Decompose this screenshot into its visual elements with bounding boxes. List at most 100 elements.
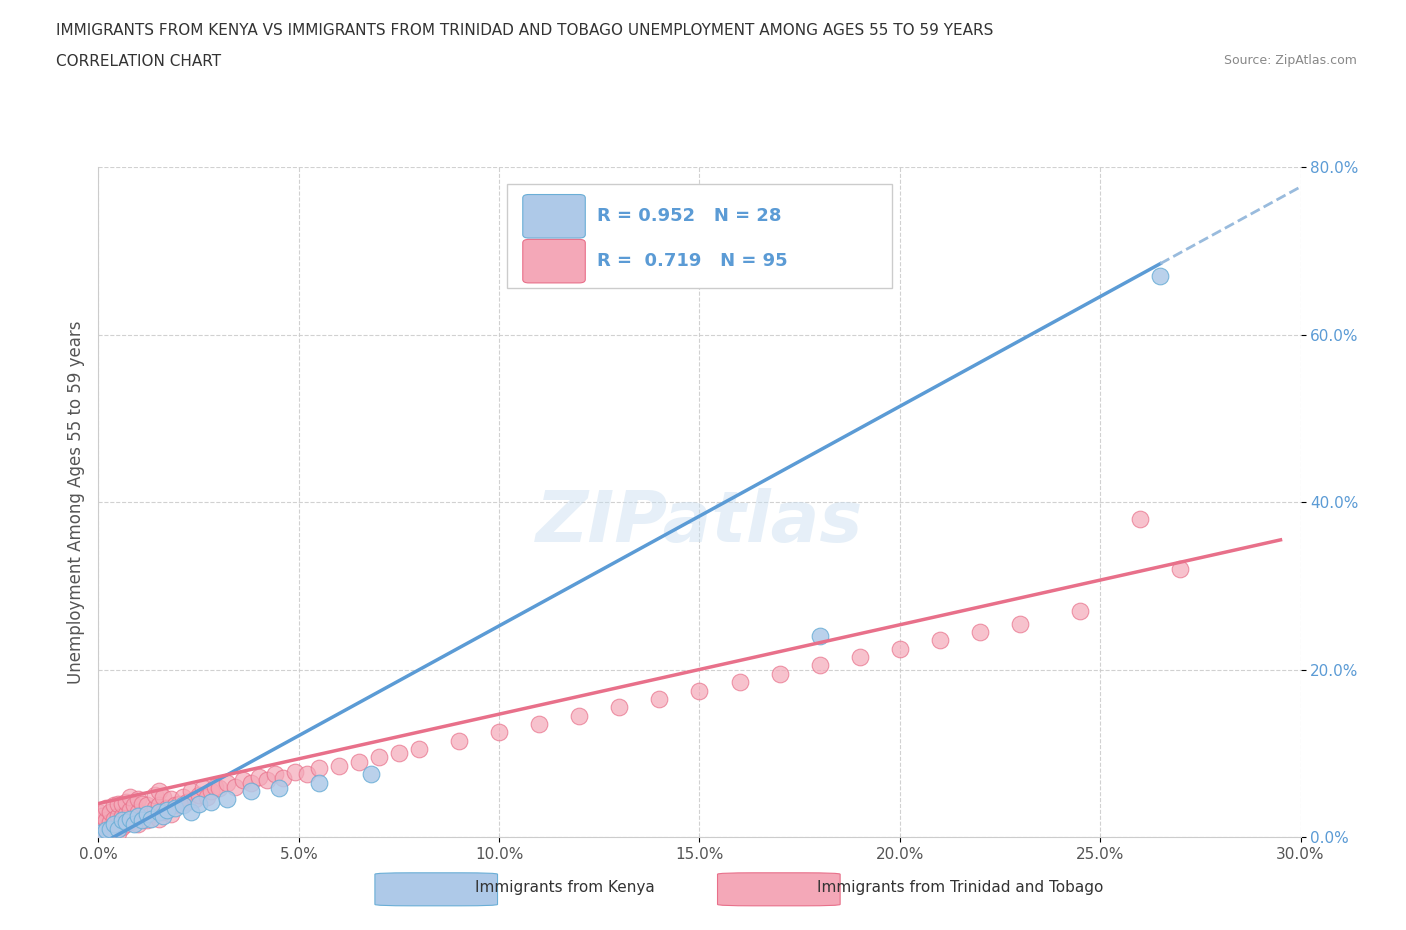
Text: CORRELATION CHART: CORRELATION CHART [56,54,221,69]
Text: R =  0.719   N = 95: R = 0.719 N = 95 [598,252,787,270]
Point [152,790,174,804]
Text: Source: ZipAtlas.com: Source: ZipAtlas.com [1223,54,1357,67]
Point [120,803,142,817]
Point [159,792,181,807]
Point [148,811,170,826]
Point [120,811,142,826]
Point [295,766,318,781]
Point [1129,512,1152,526]
Point [969,625,991,640]
Point [200,783,222,798]
Text: Immigrants from Trinidad and Tobago: Immigrants from Trinidad and Tobago [817,880,1104,895]
Point [155,800,177,815]
Point [163,798,186,813]
Point [929,633,952,648]
Point [195,790,218,804]
Point [183,792,205,807]
Point [239,776,262,790]
Point [167,796,190,811]
Text: R = 0.952   N = 28: R = 0.952 N = 28 [598,207,782,225]
FancyBboxPatch shape [717,872,841,906]
Point [124,798,146,813]
Point [204,779,226,794]
Point [347,754,370,769]
Point [215,776,238,790]
Point [139,806,162,821]
Point [96,821,118,836]
Point [172,798,194,813]
FancyBboxPatch shape [523,194,585,238]
Point [115,815,138,830]
Point [120,815,142,830]
Point [1149,269,1171,284]
Point [152,804,174,819]
Point [388,746,411,761]
Point [124,813,146,828]
Point [308,776,330,790]
Point [135,798,157,813]
Point [447,733,470,748]
Point [368,750,391,764]
Point [308,761,330,776]
Point [87,804,110,819]
Point [87,821,110,836]
Point [91,809,114,824]
Point [143,788,166,803]
Point [100,821,122,836]
Point [200,794,222,809]
Point [111,813,134,828]
Point [128,817,150,832]
Point [808,658,831,673]
Point [87,830,110,844]
Point [529,717,551,732]
Point [107,817,129,832]
Point [143,800,166,815]
Point [111,796,134,811]
Point [808,629,831,644]
Text: IMMIGRANTS FROM KENYA VS IMMIGRANTS FROM TRINIDAD AND TOBAGO UNEMPLOYMENT AMONG : IMMIGRANTS FROM KENYA VS IMMIGRANTS FROM… [56,23,994,38]
Point [163,800,186,815]
Point [107,821,129,836]
Point [135,813,157,828]
Y-axis label: Unemployment Among Ages 55 to 59 years: Unemployment Among Ages 55 to 59 years [66,321,84,684]
FancyBboxPatch shape [508,184,891,288]
Point [232,773,254,788]
Point [131,811,153,826]
Point [191,781,214,796]
Point [148,804,170,819]
Point [96,800,118,815]
Point [768,666,790,681]
Point [328,759,350,774]
Point [247,769,270,784]
Point [180,804,202,819]
Point [263,766,285,781]
Point [152,809,174,824]
Point [215,792,238,807]
Point [103,821,125,836]
Point [609,700,631,715]
Point [1010,617,1032,631]
Point [128,792,150,807]
Point [91,826,114,841]
Point [115,794,138,809]
Point [128,809,150,824]
Point [103,811,125,826]
Point [1069,604,1091,618]
Point [360,766,382,781]
Point [87,826,110,841]
Point [648,692,671,707]
Point [107,826,129,841]
Point [148,798,170,813]
Point [131,813,153,828]
Point [488,725,510,740]
Point [1170,562,1192,577]
Point [187,788,209,803]
Point [111,809,134,824]
Point [889,642,911,657]
Point [115,806,138,821]
Point [96,823,118,838]
Point [115,817,138,832]
Point [284,764,307,779]
Point [408,742,430,757]
Point [239,783,262,798]
